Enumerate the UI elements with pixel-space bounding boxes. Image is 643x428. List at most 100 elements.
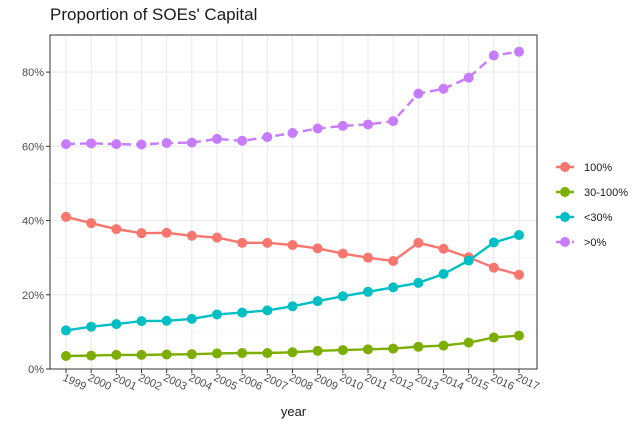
data-point [514,46,524,57]
data-point [237,348,248,359]
data-point [86,218,97,229]
legend-label: >0% [584,237,607,249]
data-point [186,137,197,148]
data-point [136,349,147,360]
data-point [413,277,424,288]
data-point [363,286,373,297]
x-tick-label: 2017 [514,372,541,393]
x-tick-label: 2000 [86,372,113,393]
data-point [61,351,71,362]
data-point [262,305,273,316]
chart-title: Proportion of SOEs' Capital [50,5,258,24]
data-point [413,237,424,248]
data-point [212,232,222,243]
data-point [363,119,373,130]
data-point [212,309,222,320]
x-tick-label: 1999 [61,372,88,393]
data-point [111,319,122,330]
data-point [212,348,222,359]
data-point [161,227,172,238]
data-point [337,291,348,302]
x-tick-label: 2009 [312,372,339,393]
data-point [337,345,348,356]
legend-label: 30-100% [584,187,628,199]
data-point [438,83,449,94]
data-point [312,123,323,134]
data-point [61,211,71,222]
data-point [438,243,449,254]
x-tick-label: 2006 [237,372,264,393]
data-point [413,341,424,352]
y-tick-label: 0% [28,364,44,376]
data-point [262,132,273,143]
data-point [161,349,172,360]
data-point [514,230,524,241]
data-point [237,307,248,318]
data-point [186,349,197,360]
data-point [186,230,197,241]
data-point [337,248,348,259]
grid-layer [49,34,538,370]
legend-key-point [560,187,570,197]
data-point [312,243,323,254]
data-point [488,262,499,273]
data-point [463,337,474,348]
data-point [413,88,424,99]
legend-key-point [560,212,570,222]
x-tick-label: 2016 [489,372,516,393]
legend-label: <30% [584,212,613,224]
legend-label: 100% [584,162,612,174]
data-point [514,330,524,341]
x-axis-title: year [281,404,307,419]
data-point [388,282,399,293]
x-tick-label: 2013 [413,372,440,393]
data-point [61,139,71,150]
x-tick-label: 2011 [363,372,390,393]
data-point [287,240,298,251]
series-layer [61,46,524,362]
data-point [86,321,97,332]
data-point [287,127,298,138]
data-point [488,50,499,61]
x-tick-label: 2004 [187,372,214,393]
data-point [86,138,97,149]
x-tick-label: 2005 [212,372,239,393]
data-point [363,344,373,355]
y-tick-label: 40% [22,216,44,228]
x-tick-label: 2015 [463,372,490,393]
data-point [438,268,449,279]
x-tick-label: 2012 [388,372,415,393]
data-point [61,325,71,336]
data-point [287,301,298,312]
data-point [136,316,147,327]
data-point [237,135,248,146]
data-point [111,139,122,150]
y-tick-label: 80% [22,67,44,79]
data-point [262,237,273,248]
x-tick-label: 2010 [338,372,365,393]
y-tick-label: 60% [22,141,44,153]
data-point [514,269,524,280]
y-tick-label: 20% [22,290,44,302]
data-point [463,255,474,266]
data-point [388,256,399,267]
data-point [488,332,499,343]
data-point [287,347,298,358]
data-point [488,237,499,248]
data-point [111,224,122,235]
x-tick-label: 2014 [438,372,465,393]
data-point [438,340,449,351]
panel-border [49,34,538,370]
data-point [136,139,147,150]
data-point [186,313,197,324]
data-point [363,252,373,263]
data-point [388,343,399,354]
data-point [86,350,97,361]
x-tick-label: 2008 [287,372,314,393]
data-point [212,133,222,144]
data-point [237,237,248,248]
x-tick-label: 2002 [136,372,163,393]
legend: 100% 30-100% <30% >0% [556,162,628,249]
data-point [388,116,399,127]
